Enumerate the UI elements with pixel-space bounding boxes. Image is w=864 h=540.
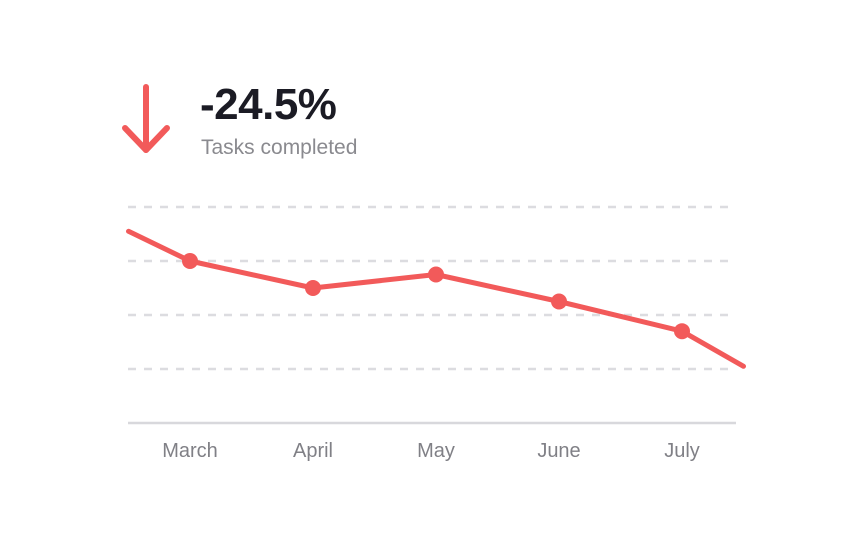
gridlines: [128, 205, 736, 371]
x-tick-label-july: July: [664, 440, 700, 462]
data-point-april[interactable]: [305, 280, 321, 296]
data-point-july[interactable]: [674, 323, 690, 340]
change-percentage: -24.5%: [200, 80, 337, 129]
series-line-group: [126, 228, 746, 369]
x-tick-label-april: April: [293, 440, 333, 462]
x-tick-label-may: May: [417, 440, 455, 462]
x-tick-labels: March April May June July: [162, 440, 700, 462]
metric-label: Tasks completed: [201, 136, 358, 159]
series-points: [182, 253, 690, 340]
data-point-march[interactable]: [182, 253, 198, 269]
series-line: [126, 228, 746, 369]
x-tick-label-march: March: [162, 440, 218, 462]
data-point-june[interactable]: [551, 293, 567, 310]
arrow-down-icon: [122, 84, 170, 153]
x-tick-label-june: June: [537, 440, 580, 462]
data-point-may[interactable]: [428, 266, 444, 283]
